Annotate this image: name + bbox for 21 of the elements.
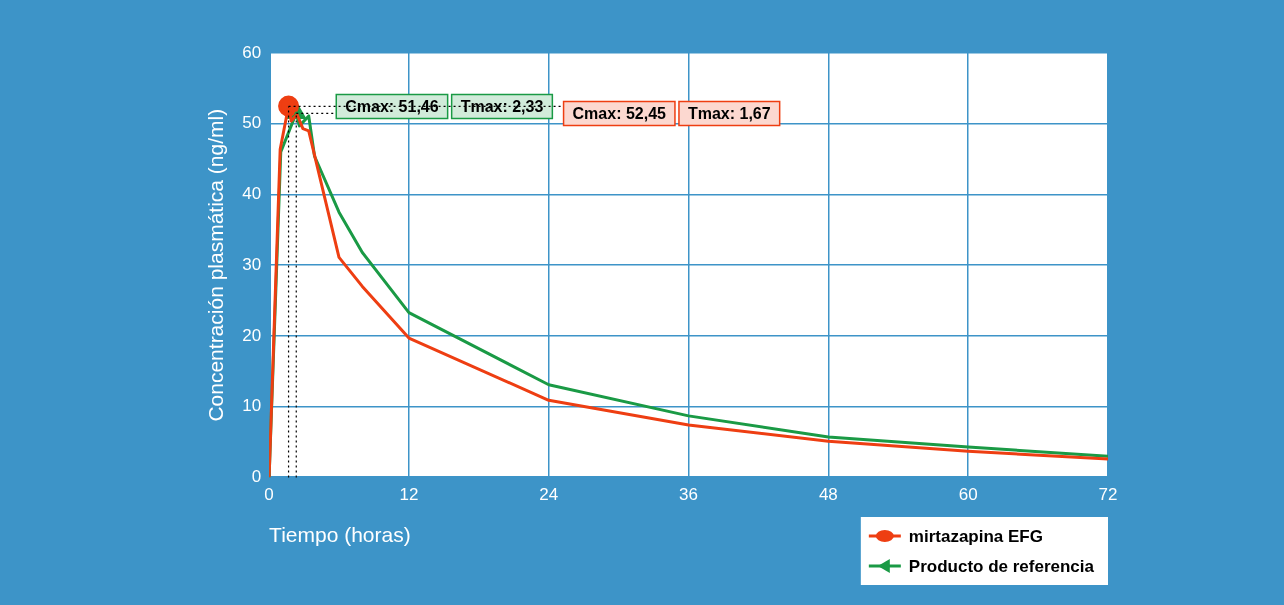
x-tick-label: 60 [958,485,978,505]
y-tick-label: 10 [242,396,262,416]
x-tick-label: 12 [399,485,419,505]
x-tick-label: 36 [679,485,699,505]
y-tick-label: 50 [242,113,262,133]
ref-line-label: Cmax: 52,45 [572,104,667,122]
annotation: Tmax: 1,67 [687,104,771,122]
x-tick-label: 72 [1098,485,1118,505]
legend-label: Producto de referencia [908,556,1095,576]
annotation: Tmax: 2,33 [460,97,544,115]
y-axis-title: Concentración plasmática (ng/ml) [204,108,228,422]
y-tick-label: 30 [242,254,262,274]
y-tick-label: 20 [242,325,262,345]
x-tick-label: 24 [539,485,559,505]
y-tick-label: 40 [242,184,262,204]
legend-label: mirtazapina EFG [908,526,1043,546]
ref-line-label: Cmax: 51,46 [345,97,439,115]
y-tick-label: 0 [251,467,262,487]
x-tick-label: 48 [818,485,838,505]
y-tick-label: 60 [242,42,262,62]
x-axis-title: Tiempo (horas) [269,523,411,547]
